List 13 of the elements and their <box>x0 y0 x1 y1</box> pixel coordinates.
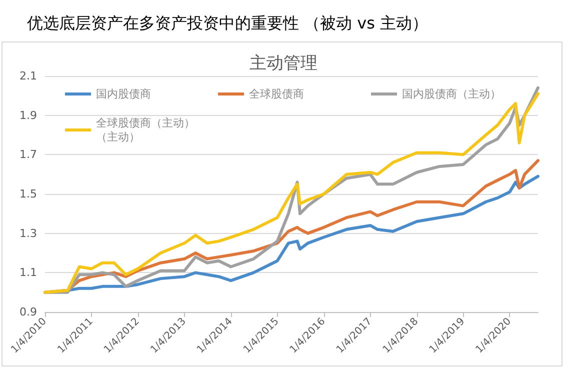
y-tick-label: 2.1 <box>20 70 37 82</box>
y-tick-label: 1.7 <box>20 148 37 162</box>
chart-subtitle: 主动管理 <box>250 54 318 74</box>
y-tick-label: 1.1 <box>20 266 37 280</box>
chart-title: 优选底层资产在多资产投资中的重要性 （被动 vs 主动） <box>27 14 428 32</box>
y-tick-label: 1.9 <box>20 108 37 122</box>
legend-label: 全球股债商 <box>249 88 304 100</box>
legend-label: 国内股债商 <box>96 88 151 100</box>
y-tick-label: 0.9 <box>20 306 37 318</box>
legend-label: 全球股债商（主动）（主动） <box>96 116 195 144</box>
y-tick-label: 1.3 <box>20 226 37 240</box>
legend-label: 国内股债商（主动） <box>402 88 501 100</box>
y-tick-label: 1.5 <box>20 188 37 200</box>
